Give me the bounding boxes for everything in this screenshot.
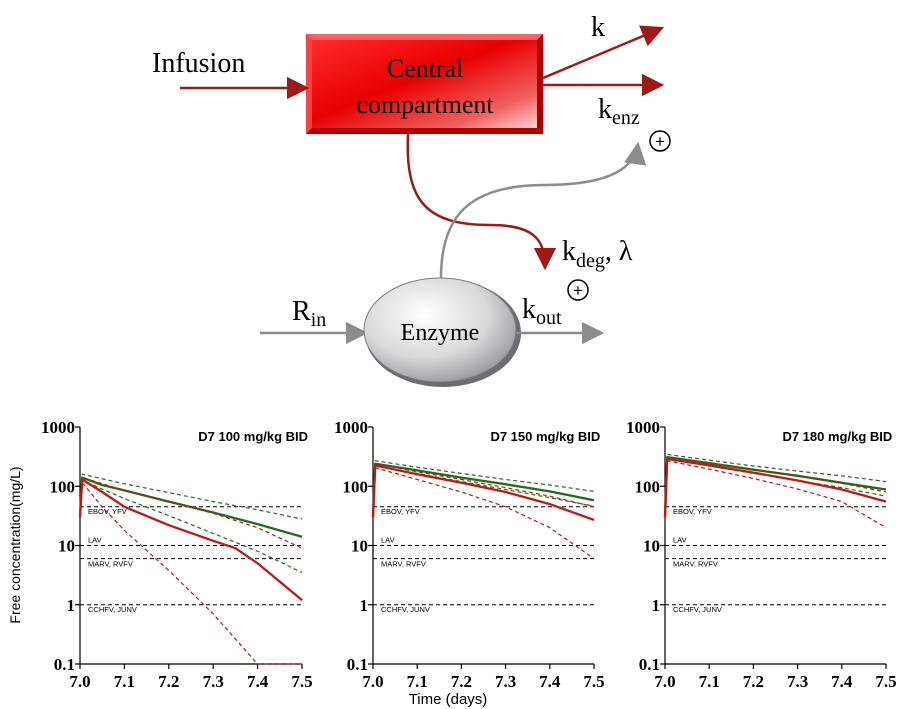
kenz-label: kenz: [598, 94, 640, 129]
y-tick-label: 1: [652, 596, 661, 615]
chart-panel-2: 0.1 1 10 100 1000 7.0 7.1 7.2 7.3 7.4 7.5 D7 150 mg…: [334, 418, 605, 691]
chart-title: D7 150 mg/kg BID: [490, 429, 600, 444]
chart-title: D7 100 mg/kg BID: [198, 429, 308, 444]
y-tick-label: 10: [643, 537, 660, 556]
series-line-2: [372, 460, 595, 518]
kdeg-plus-circle: [567, 279, 589, 301]
x-tick-label: 7.4: [831, 672, 853, 691]
enzyme-to-kenz-curve: [439, 141, 647, 279]
x-tick-label: 7.3: [787, 672, 808, 691]
x-tick-label: 7.1: [407, 672, 428, 691]
kenz-plus-circle: [649, 130, 671, 152]
charts: 0.1 1 10 100 1000 7.0 7.1 7.2 7.3 7.4 7.5 D7 100 mg…: [41, 418, 897, 691]
central-compartment-box: Central compartment: [306, 34, 543, 134]
y-tick-label: 100: [50, 477, 76, 496]
y-tick-label: 0.1: [639, 655, 660, 674]
enzyme-node: [363, 277, 517, 383]
reference-label: EBOV, YFV: [381, 507, 420, 516]
x-tick-label: 7.1: [114, 672, 135, 691]
series-line-2: [79, 473, 303, 520]
y-tick-label: 1000: [41, 418, 75, 437]
x-tick-label: 7.5: [875, 672, 896, 691]
x-tick-label: 7.1: [699, 672, 720, 691]
series-line-6: [372, 467, 595, 560]
central-label-line2: compartment: [356, 90, 494, 119]
y-tick-label: 100: [343, 477, 369, 496]
y-tick-label: 100: [635, 477, 661, 496]
x-tick-label: 7.0: [654, 672, 675, 691]
series-line-5: [664, 456, 887, 518]
kout-label: kout: [522, 294, 562, 329]
chart-panel-1: 0.1 1 10 100 1000 7.0 7.1 7.2 7.3 7.4 7.5 D7 100 mg…: [41, 418, 313, 691]
k-label: k: [591, 12, 605, 43]
x-tick-label: 7.2: [451, 672, 472, 691]
y-tick-label: 0.1: [347, 655, 368, 674]
x-tick-label: 7.4: [247, 672, 269, 691]
kenz-plus-sign: +: [655, 132, 665, 151]
enzyme-label: Enzyme: [401, 320, 480, 346]
reference-label: MARV, RVFV: [88, 560, 133, 569]
reference-label: MARV, RVFV: [673, 560, 718, 569]
x-tick-label: 7.4: [539, 672, 561, 691]
reference-label: EBOV, YFV: [673, 507, 712, 516]
y-tick-label: 0.1: [54, 655, 75, 674]
reference-label: LAV: [673, 536, 687, 545]
x-tick-label: 7.5: [583, 672, 604, 691]
reference-label: CCHFV, JUNV: [673, 605, 722, 614]
k-arrow: [542, 25, 665, 80]
x-tick-label: 7.0: [69, 672, 90, 691]
x-tick-label: 7.2: [743, 672, 764, 691]
x-axis-label: Time (days): [409, 691, 488, 708]
series-line-6: [79, 482, 302, 665]
series-line-5: [79, 477, 303, 549]
y-tick-label: 10: [351, 537, 368, 556]
reference-label: MARV, RVFV: [381, 560, 426, 569]
x-tick-label: 7.3: [203, 672, 224, 691]
kdeg-plus-sign: +: [573, 281, 583, 300]
y-tick-label: 1: [360, 596, 369, 615]
infusion-label: Infusion: [152, 48, 245, 79]
x-tick-label: 7.5: [291, 672, 312, 691]
pk-diagram: Central compartment Infusion k kenz + kd…: [152, 12, 671, 387]
x-tick-label: 7.0: [362, 672, 383, 691]
series-line-5: [372, 463, 595, 518]
reference-label: EBOV, YFV: [88, 507, 127, 516]
y-tick-label: 1: [67, 596, 76, 615]
x-tick-label: 7.2: [158, 672, 179, 691]
y-axis-label: Free concentration(mg/L): [7, 466, 23, 623]
reference-label: LAV: [381, 536, 395, 545]
series-line-1: [371, 462, 595, 518]
chart-title: D7 180 mg/kg BID: [782, 429, 892, 444]
reference-label: LAV: [88, 536, 102, 545]
rin-label: Rin: [292, 296, 326, 331]
y-tick-label: 10: [58, 537, 75, 556]
series-line-2: [664, 453, 887, 518]
kdeg-label: kdeg, λ: [562, 236, 633, 272]
central-to-kdeg-curve: [406, 133, 557, 271]
reference-label: CCHFV, JUNV: [381, 605, 430, 614]
series-line-6: [664, 460, 887, 529]
x-tick-label: 7.3: [495, 672, 516, 691]
y-tick-label: 1000: [626, 418, 660, 437]
y-tick-label: 1000: [334, 418, 368, 437]
reference-label: CCHFV, JUNV: [88, 605, 137, 614]
chart-panel-3: 0.1 1 10 100 1000 7.0 7.1 7.2 7.3 7.4 7.5 D7 180 mg…: [626, 418, 897, 691]
series-line-4: [78, 478, 303, 601]
central-label-line1: Central: [387, 54, 464, 83]
